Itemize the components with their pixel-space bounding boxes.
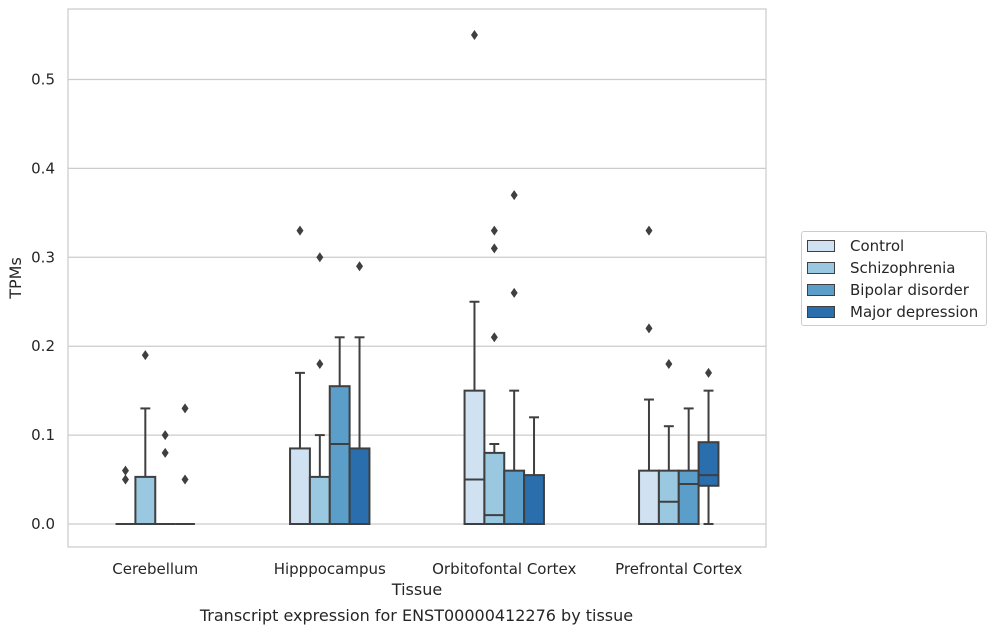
box-group <box>503 190 526 526</box>
box-group <box>115 465 136 525</box>
outlier-point <box>645 323 653 334</box>
box-body <box>348 447 371 525</box>
box-group <box>638 225 660 526</box>
y-tick-label: 0.0 <box>31 515 55 533</box>
box-group <box>657 358 680 526</box>
box-group <box>328 336 351 525</box>
x-axis-ticks: Cerebellum Hipppocampus Orbitofontal Corte… <box>112 560 742 578</box>
gridlines <box>68 78 766 525</box>
outlier-point <box>181 474 189 485</box>
outlier-point <box>121 474 129 485</box>
legend-label-control: Control <box>850 237 905 255</box>
outlier-point <box>645 225 653 236</box>
box-group <box>483 225 506 526</box>
legend-label-bipolar-disorder: Bipolar disorder <box>850 281 969 299</box>
outlier-point <box>121 465 129 476</box>
box-body <box>503 469 526 526</box>
x-tick-label: Prefrontal Cortex <box>615 560 742 578</box>
plot-frame <box>67 8 767 548</box>
x-tick-label: Cerebellum <box>112 560 198 578</box>
y-tick-label: 0.2 <box>31 337 55 355</box>
legend-swatch-bipolar-disorder <box>807 284 835 296</box>
box-body <box>483 451 506 526</box>
box-body <box>523 474 545 526</box>
legend-swatch-control <box>807 240 835 252</box>
box-group <box>523 416 545 526</box>
legend-item-schizophrenia: Schizophrenia <box>807 258 955 278</box>
legend-label-major-depression: Major depression <box>850 303 979 321</box>
legend-item-bipolar-disorder: Bipolar disorder <box>807 280 969 300</box>
box-group <box>308 252 331 525</box>
y-tick-label: 0.4 <box>31 159 55 177</box>
outlier-point <box>665 358 673 369</box>
x-axis-label: Tissue <box>391 580 442 599</box>
outlier-point <box>490 332 498 343</box>
outlier-point <box>296 225 304 236</box>
boxes <box>115 30 720 526</box>
box-group <box>697 367 720 525</box>
figure-caption: Transcript expression for ENST0000041227… <box>199 606 634 625</box>
box-group <box>463 30 486 525</box>
box-body <box>697 441 720 487</box>
legend-item-major-depression: Major depression <box>807 302 978 322</box>
box-body <box>308 475 331 525</box>
legend-label-schizophrenia: Schizophrenia <box>850 259 956 277</box>
outlier-point <box>510 287 518 298</box>
y-tick-label: 0.5 <box>31 71 55 89</box>
box-body <box>463 389 486 525</box>
x-tick-label: Hipppocampus <box>274 560 386 578</box>
outlier-point <box>316 358 324 369</box>
x-tick-label: Orbitofontal Cortex <box>432 560 576 578</box>
box-group <box>348 261 371 525</box>
legend: Control Schizophrenia Bipolar disorder M… <box>801 231 987 326</box>
outlier-point <box>141 350 149 361</box>
outlier-point <box>356 261 364 272</box>
box-body <box>289 447 311 525</box>
outlier-point <box>181 403 189 414</box>
outlier-point <box>161 447 169 458</box>
outlier-point <box>510 190 518 201</box>
y-tick-label: 0.3 <box>31 248 55 266</box>
y-tick-label: 0.1 <box>31 426 55 444</box>
y-axis-ticks: 0.0 0.1 0.2 0.3 0.4 0.5 <box>31 71 55 534</box>
box-group <box>677 407 700 526</box>
box-body <box>677 469 700 526</box>
legend-swatch-major-depression <box>807 306 835 318</box>
outlier-point <box>161 430 169 441</box>
box-group <box>155 430 176 525</box>
box-group <box>175 403 195 525</box>
box-group <box>289 225 311 525</box>
legend-swatch-schizophrenia <box>807 262 835 274</box>
box-body <box>134 475 157 525</box>
outlier-point <box>470 30 478 41</box>
box-body <box>657 469 680 526</box>
outlier-point <box>490 243 498 254</box>
outlier-point <box>705 367 713 378</box>
outlier-point <box>490 225 498 236</box>
box-body <box>328 385 351 525</box>
box-body <box>638 469 660 526</box>
outlier-point <box>316 252 324 263</box>
box-group <box>134 350 157 525</box>
y-axis-label: TPMs <box>6 257 25 300</box>
legend-item-control: Control <box>807 236 904 256</box>
